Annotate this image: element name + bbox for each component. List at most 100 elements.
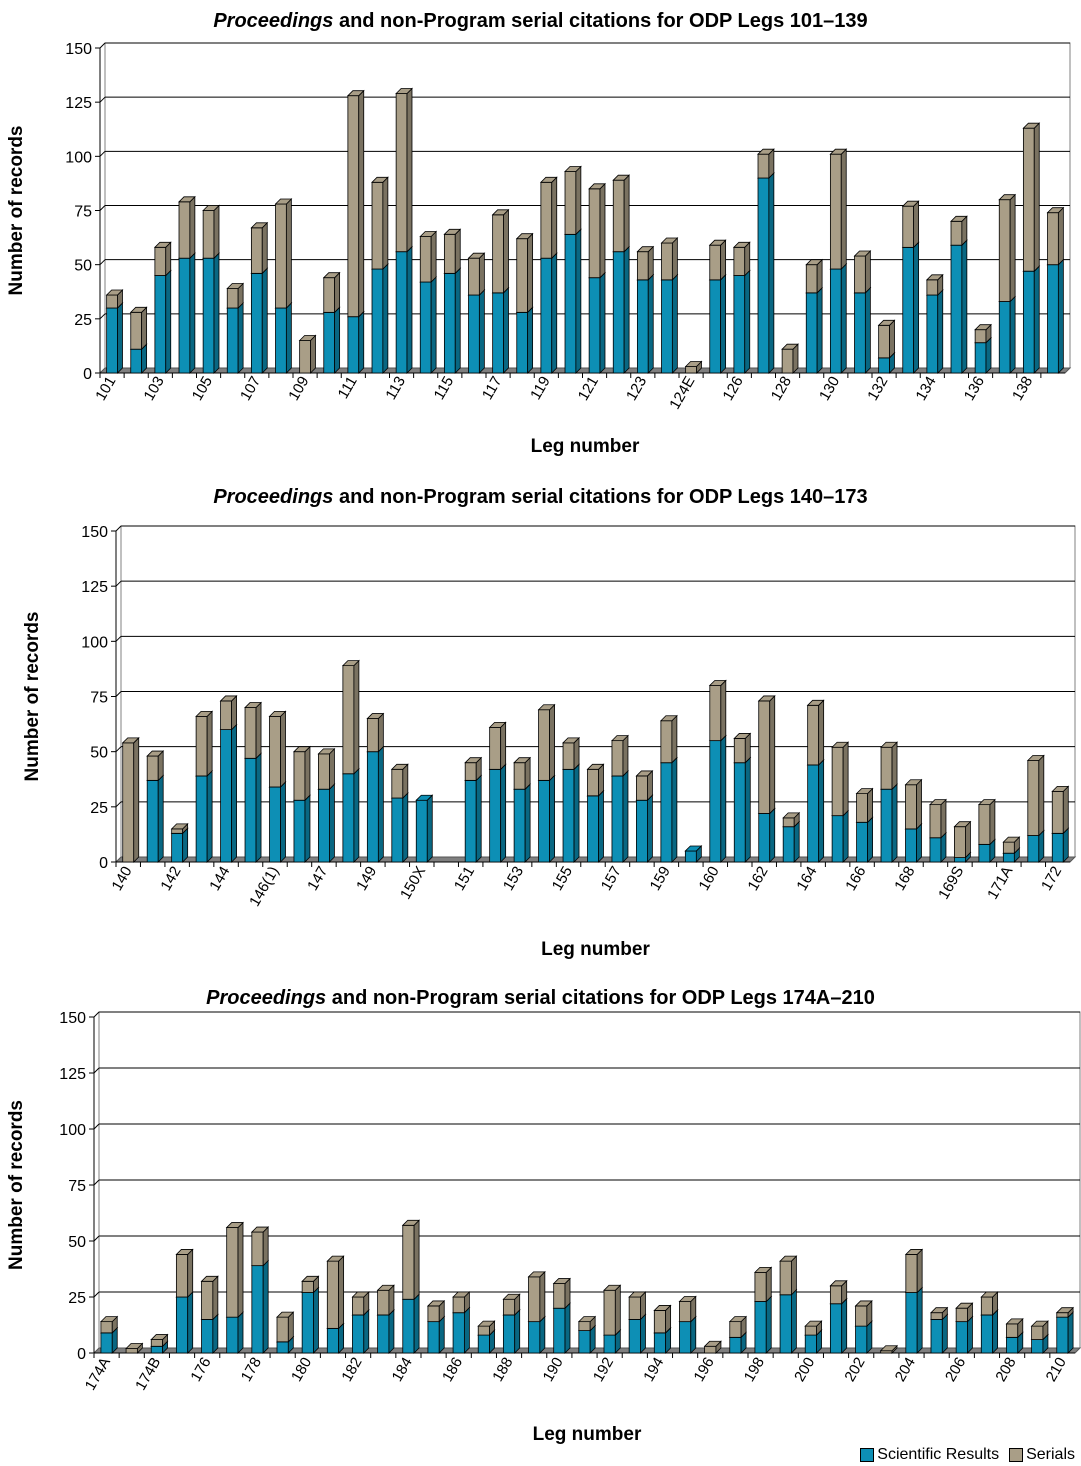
bar-scientific-results-210 (1055, 1311, 1075, 1354)
x-tick-label: 144 (206, 864, 233, 894)
bar-serials-top (1055, 1307, 1075, 1314)
bar-serials-169S (928, 798, 947, 839)
bar-scientific-results-side (280, 781, 286, 863)
bar-serials-top (577, 1316, 597, 1323)
bar-serials-top (930, 1307, 949, 1314)
bar-scientific-results-front (1027, 835, 1040, 863)
bar-serials-front (419, 236, 432, 283)
x-tick-label: 123 (623, 374, 650, 404)
bar-scientific-results-side (475, 774, 482, 863)
bar-scientific-results-127 (757, 172, 775, 374)
bar-scientific-results-117 (491, 286, 510, 374)
gridline-side (99, 259, 106, 266)
gridline-side (93, 1011, 100, 1018)
bar-serials-front (729, 1321, 742, 1338)
bar-scientific-results-side (1033, 265, 1040, 374)
bar-serials-front (954, 826, 966, 858)
bar-serials-163 (757, 694, 776, 815)
bar-scientific-results-195 (678, 1315, 697, 1354)
bar-scientific-results-side (867, 816, 873, 863)
bar-scientific-results-side (916, 822, 922, 863)
bar-scientific-results-front (950, 244, 963, 374)
bar-serials-front (299, 340, 311, 374)
bar-scientific-results-front (318, 788, 330, 863)
bar-serials-top (877, 319, 896, 326)
bar-scientific-results-front (301, 1292, 314, 1354)
bar-scientific-results-front (464, 779, 477, 863)
bar-scientific-results-178 (250, 1259, 270, 1354)
bar-serials-front (371, 181, 384, 270)
bar-scientific-results-159T (659, 756, 678, 863)
bar-serials-top (376, 1284, 395, 1291)
x-tick-label: 128 (768, 374, 795, 404)
bar-serials-top (477, 1320, 496, 1327)
bar-serials-front (342, 665, 355, 775)
bar-serials-front (1002, 841, 1015, 854)
bar-serials-top (175, 1249, 194, 1255)
bar-serials-side (842, 741, 849, 817)
bar-scientific-results-front (269, 786, 281, 863)
bar-serials-209 (1030, 1320, 1049, 1341)
y-tick-label: 50 (74, 258, 92, 275)
bar-scientific-results-front (178, 257, 191, 374)
bar-serials-front (685, 366, 697, 374)
bar-scientific-results-103 (153, 269, 172, 374)
bar-serials-front (323, 277, 336, 313)
bar-serials-side (187, 1248, 194, 1298)
bar-scientific-results-side (575, 228, 582, 374)
bar-serials-front (269, 715, 281, 788)
chart-3-plot: 0 25 50 75 100 125 150 174A 174B 176 178 180 182 184 1… (6, 1010, 1081, 1445)
x-tick-label: 140 (108, 864, 135, 894)
bar-serials-front (226, 1227, 239, 1318)
bar-serials-153 (488, 721, 507, 771)
x-tick-label: 117 (479, 374, 506, 403)
bar-scientific-results-side (237, 302, 244, 374)
bar-serials-125 (708, 239, 727, 281)
bar-scientific-results-front (878, 357, 890, 374)
bar-serials-front (661, 242, 673, 281)
x-tick-label: 142 (157, 864, 184, 894)
bar-scientific-results-side (206, 769, 213, 863)
bar-serials-front (553, 1283, 566, 1309)
bar-scientific-results-148 (341, 767, 360, 863)
bar-serials-top (250, 222, 269, 229)
bar-scientific-results-front (603, 1334, 616, 1354)
chart-2-title-italic: Proceedings (213, 486, 334, 508)
bar-scientific-results-front (653, 1332, 667, 1354)
bar-scientific-results-204 (904, 1286, 924, 1354)
bar-scientific-results-side (231, 723, 237, 863)
bar-serials-top (105, 289, 124, 296)
bar-serials-top (1002, 836, 1021, 843)
bar-scientific-results-150X (415, 794, 434, 863)
bar-serials-front (679, 1301, 692, 1323)
bar-serials-side (671, 714, 678, 764)
x-tick-label: 164 (793, 864, 820, 894)
bar-serials-front (427, 1305, 440, 1323)
bar-serials-front (251, 1231, 264, 1267)
bar-scientific-results-134 (925, 289, 944, 374)
chart-1-title: Proceedings and non-Program serial citat… (0, 10, 1081, 33)
legend-label-serials: Serials (1026, 1446, 1075, 1463)
bar-serials-top (150, 1334, 169, 1340)
bar-scientific-results-front (980, 1314, 994, 1354)
bar-serials-side (913, 200, 920, 249)
bar-serials-side (790, 1255, 797, 1296)
bar-scientific-results-150 (390, 792, 409, 863)
bar-scientific-results-front (540, 257, 553, 374)
bar-serials-156 (562, 736, 581, 771)
bar-scientific-results-front (150, 1345, 163, 1354)
bar-serials-199 (779, 1255, 798, 1296)
bar-serials-front (220, 700, 232, 730)
x-tick-label: 124E (666, 374, 698, 413)
bar-scientific-results-207 (980, 1308, 999, 1354)
bar-scientific-results-165 (806, 758, 825, 863)
bar-serials-front (250, 227, 263, 274)
bar-serials-front (1027, 760, 1040, 836)
gridline-side (99, 313, 106, 320)
x-tick-label: 107 (237, 374, 264, 404)
bar-serials-side (527, 232, 534, 314)
bar-serials-top (779, 1255, 798, 1262)
bar-serials-front (636, 775, 648, 801)
bar-scientific-results-front (293, 799, 306, 863)
bar-serials-front (754, 1271, 767, 1302)
